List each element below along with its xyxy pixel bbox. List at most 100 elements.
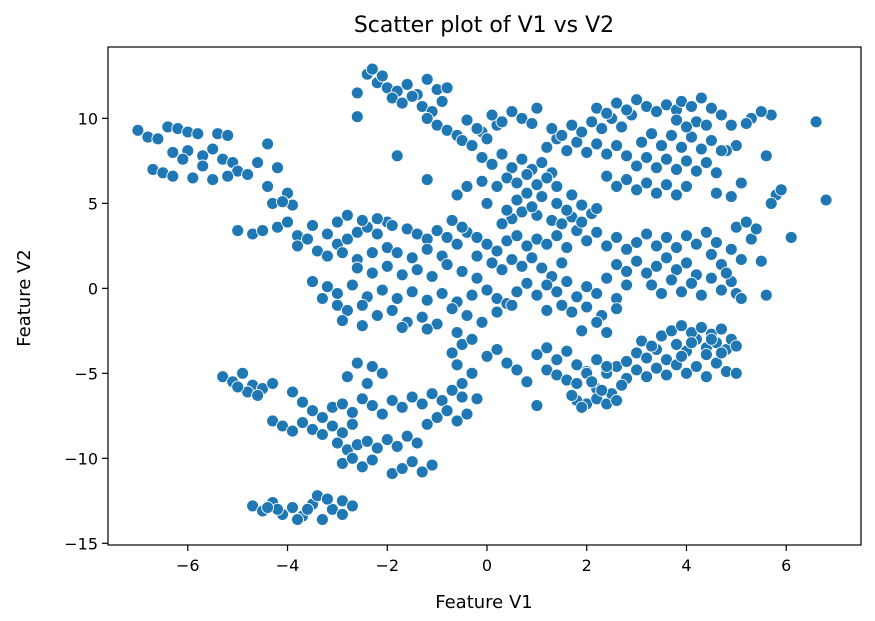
data-point xyxy=(420,173,434,187)
data-point xyxy=(385,467,399,481)
data-point xyxy=(565,118,579,132)
data-point xyxy=(315,513,329,526)
data-point xyxy=(630,159,644,173)
data-point xyxy=(320,492,334,506)
data-point xyxy=(520,186,534,200)
data-point xyxy=(699,370,713,384)
data-point xyxy=(555,256,569,270)
data-point xyxy=(495,263,509,277)
data-point xyxy=(680,256,693,270)
data-point xyxy=(680,154,693,168)
data-point xyxy=(685,336,698,350)
data-point xyxy=(445,346,459,360)
data-point xyxy=(630,183,644,197)
data-point xyxy=(460,407,474,421)
data-point xyxy=(660,230,673,244)
data-point xyxy=(445,302,459,316)
data-point xyxy=(405,285,419,299)
data-point xyxy=(724,190,738,204)
data-point xyxy=(515,259,529,273)
data-point xyxy=(525,200,539,214)
data-point xyxy=(714,346,728,360)
data-point xyxy=(704,332,718,346)
data-point xyxy=(530,101,544,115)
data-point xyxy=(365,266,379,280)
data-point xyxy=(660,152,673,166)
data-point xyxy=(560,144,574,158)
data-point xyxy=(435,394,449,407)
data-point xyxy=(166,169,180,183)
data-point xyxy=(565,388,579,402)
data-point xyxy=(570,377,584,390)
data-point xyxy=(395,268,409,282)
data-point xyxy=(480,283,494,297)
data-point xyxy=(410,227,424,241)
y-tick-label: −5 xyxy=(74,364,98,383)
data-point xyxy=(355,213,369,227)
data-point xyxy=(600,239,614,253)
data-point xyxy=(694,91,708,105)
data-point xyxy=(445,383,459,397)
data-point xyxy=(246,499,260,513)
data-point xyxy=(590,287,604,300)
data-point xyxy=(261,179,275,193)
data-point xyxy=(450,188,464,202)
data-point xyxy=(754,105,768,119)
data-point xyxy=(754,254,768,268)
data-point xyxy=(390,149,404,163)
data-point xyxy=(271,161,284,175)
data-point xyxy=(530,178,544,192)
data-point xyxy=(505,161,519,175)
data-point xyxy=(350,225,364,239)
data-point xyxy=(310,244,324,258)
data-point xyxy=(206,142,220,156)
data-point xyxy=(405,390,419,404)
data-point xyxy=(221,128,235,142)
data-point xyxy=(420,417,434,431)
x-tick-label: 2 xyxy=(582,556,592,575)
data-point xyxy=(580,280,594,294)
data-point xyxy=(555,217,569,231)
data-point xyxy=(709,236,723,249)
data-point xyxy=(420,72,434,86)
data-point xyxy=(600,106,614,120)
data-point xyxy=(764,196,778,210)
data-point xyxy=(415,310,429,324)
data-point xyxy=(580,234,594,248)
data-point xyxy=(510,363,524,377)
data-point xyxy=(340,303,354,317)
data-point xyxy=(714,283,728,297)
data-point xyxy=(410,436,424,450)
data-point xyxy=(610,258,624,272)
data-point xyxy=(615,378,629,392)
data-point xyxy=(610,96,624,110)
data-point xyxy=(600,271,614,285)
data-point xyxy=(445,213,459,227)
data-point xyxy=(665,273,678,287)
data-point xyxy=(620,264,634,278)
data-point xyxy=(380,259,394,273)
data-point xyxy=(570,358,584,372)
data-point xyxy=(675,140,688,154)
data-point xyxy=(440,258,454,272)
data-point xyxy=(430,118,444,132)
data-point xyxy=(610,394,624,407)
x-tick-label: −6 xyxy=(176,556,200,575)
data-point xyxy=(330,215,344,229)
data-point xyxy=(575,215,589,229)
data-point xyxy=(301,502,314,516)
data-point xyxy=(475,174,489,188)
data-point xyxy=(699,156,713,170)
data-point xyxy=(655,287,668,300)
data-point xyxy=(660,368,673,382)
data-point xyxy=(291,513,304,526)
data-point xyxy=(350,86,364,100)
data-point xyxy=(699,118,713,132)
data-point xyxy=(500,171,514,185)
data-point xyxy=(670,188,683,202)
data-point xyxy=(650,239,663,253)
x-axis-label: Feature V1 xyxy=(435,592,533,613)
data-point xyxy=(435,287,449,300)
data-point xyxy=(281,215,294,229)
data-point xyxy=(355,298,369,312)
